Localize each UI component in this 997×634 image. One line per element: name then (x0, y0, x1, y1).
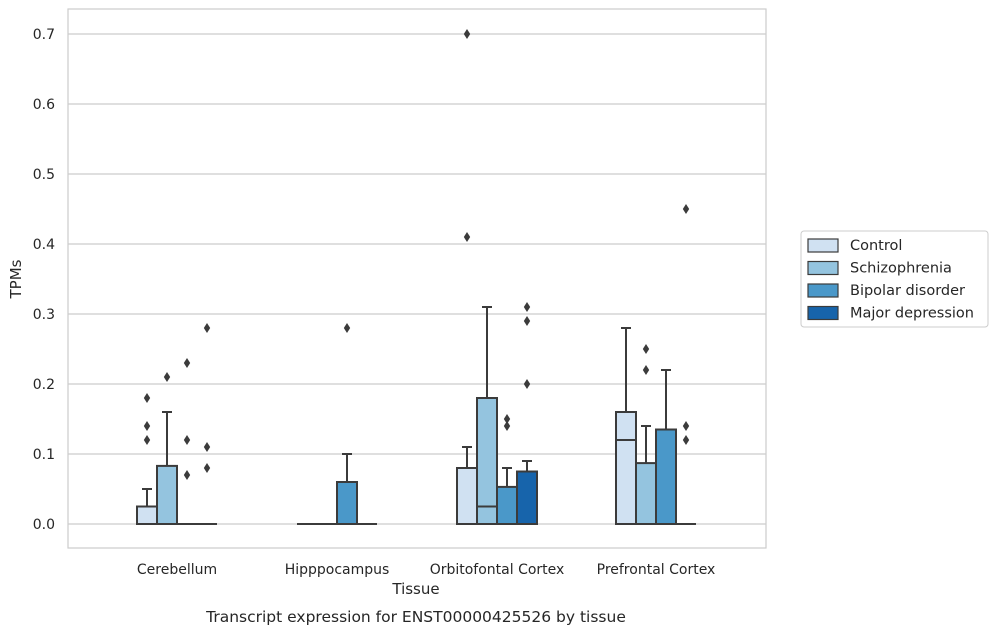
outlier-point (203, 442, 211, 452)
y-tick-label: 0.4 (33, 237, 55, 253)
y-tick-label: 0.5 (33, 167, 55, 183)
box-body (516, 470, 538, 525)
box-control-orbitofontal-cortex (456, 29, 478, 525)
box-major-depression-orbitofontal-cortex (516, 302, 538, 525)
outlier-point (203, 463, 211, 473)
legend-label: Control (850, 238, 902, 254)
outlier-point (163, 372, 171, 382)
outlier-point (682, 204, 690, 214)
box-body (136, 505, 158, 525)
y-tick-label: 0.6 (33, 97, 55, 113)
outlier-point (523, 316, 531, 326)
box-body (635, 462, 657, 526)
legend-label: Bipolar disorder (850, 283, 965, 299)
box-body (476, 397, 498, 525)
outlier-point (503, 421, 511, 431)
x-tick-label: Cerebellum (137, 562, 217, 578)
outlier-point (463, 232, 471, 242)
box-schizophrenia-orbitofontal-cortex (476, 306, 498, 525)
chart-caption: Transcript expression for ENST0000042552… (205, 608, 626, 626)
box-body (655, 428, 677, 525)
legend-item-schizophrenia: Schizophrenia (807, 260, 952, 277)
box-body (496, 485, 518, 525)
x-axis-label: Tissue (391, 580, 439, 598)
y-tick-labels: 0.0 0.1 0.2 0.3 0.4 0.5 0.6 0.7 (33, 27, 55, 533)
outlier-point (203, 323, 211, 333)
legend-item-major-depression: Major depression (807, 305, 974, 322)
box-schizophrenia-cerebellum (156, 372, 178, 525)
y-axis-label: TPMs (7, 259, 25, 299)
legend-label: Major depression (850, 306, 974, 322)
outlier-point (143, 393, 151, 403)
box-body (156, 464, 178, 525)
outlier-point (523, 379, 531, 389)
legend-item-bipolar-disorder: Bipolar disorder (807, 283, 965, 299)
outlier-point (523, 302, 531, 312)
legend-swatch (807, 283, 839, 298)
outlier-point (642, 344, 650, 354)
box-bipolar-disorder-hipppocampus (336, 323, 358, 525)
y-tick-label: 0.7 (33, 27, 55, 43)
outlier-point (183, 435, 191, 445)
outlier-point (183, 358, 191, 368)
outlier-point (682, 421, 690, 431)
outlier-point (503, 414, 511, 424)
outlier-point (642, 365, 650, 375)
box-major-depression-prefrontal-cortex (676, 204, 696, 525)
box-body (456, 467, 478, 525)
legend: Control Schizophrenia Bipolar disorder Majo… (800, 230, 989, 328)
legend-swatch (807, 305, 839, 321)
x-tick-label: Orbitofontal Cortex (430, 562, 565, 578)
outlier-point (682, 435, 690, 445)
grid-lines (68, 33, 766, 525)
legend-label: Schizophrenia (850, 261, 952, 277)
outlier-point (143, 421, 151, 431)
plot-area-frame (67, 8, 767, 549)
box-series (136, 29, 696, 526)
legend-frame (800, 230, 989, 328)
outlier-point (183, 470, 191, 480)
x-tick-label: Hipppocampus (285, 562, 390, 578)
box-body (615, 411, 637, 525)
box-bipolar-disorder-orbitofontal-cortex (496, 414, 518, 525)
box-body (336, 481, 358, 525)
y-tick-label: 0.0 (33, 517, 55, 533)
box-major-depression-cerebellum (197, 323, 217, 525)
legend-swatch (807, 260, 839, 276)
box-control-prefrontal-cortex (615, 327, 637, 525)
legend-swatch (807, 238, 839, 253)
legend-item-control: Control (807, 238, 902, 254)
outlier-point (463, 29, 471, 39)
box-schizophrenia-prefrontal-cortex (635, 344, 657, 526)
outlier-point (143, 435, 151, 445)
x-tick-label: Prefrontal Cortex (597, 562, 716, 578)
box-bipolar-disorder-prefrontal-cortex (655, 369, 677, 525)
y-tick-label: 0.2 (33, 377, 55, 393)
x-tick-labels: Cerebellum Hipppocampus Orbitofontal Corte… (137, 562, 715, 578)
box-bipolar-disorder-cerebellum (177, 358, 197, 525)
y-tick-label: 0.1 (33, 447, 55, 463)
y-tick-label: 0.3 (33, 307, 55, 323)
outlier-point (343, 323, 351, 333)
box-control-cerebellum (136, 393, 158, 525)
